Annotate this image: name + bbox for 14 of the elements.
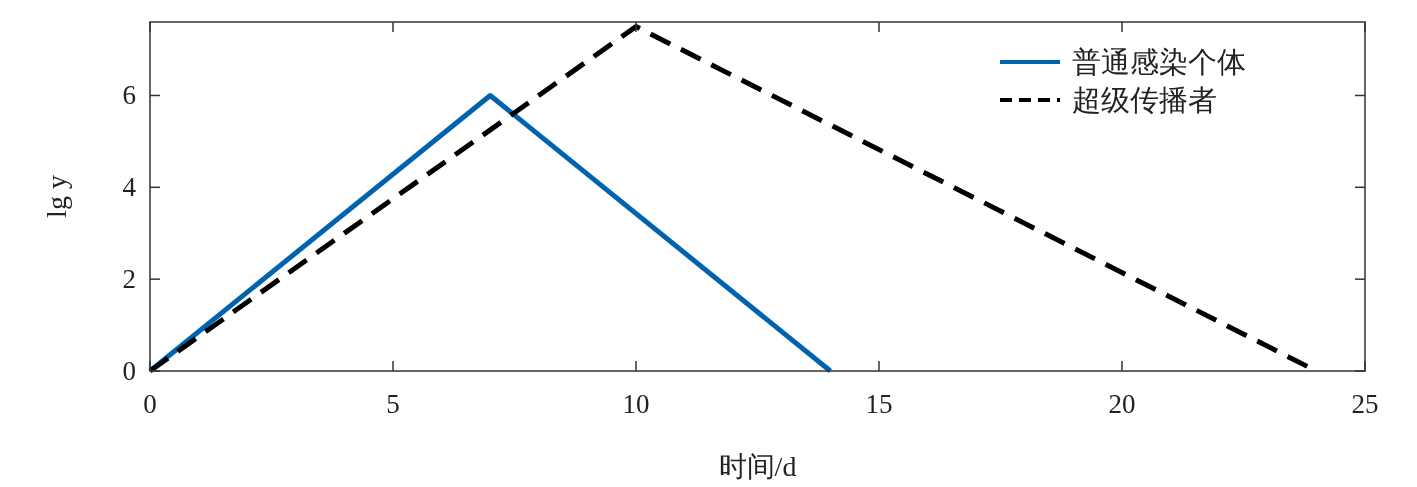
- x-tick-label: 0: [143, 389, 157, 419]
- y-axis-title: lg y: [41, 175, 72, 218]
- legend-label: 普通感染个体: [1072, 46, 1246, 78]
- x-axis-title: 时间/d: [718, 451, 797, 482]
- x-tick-label: 15: [865, 389, 893, 419]
- x-tick-label: 25: [1351, 389, 1379, 419]
- y-tick-label: 2: [122, 264, 136, 295]
- y-tick-label: 4: [122, 172, 137, 203]
- y-tick-label: 0: [122, 356, 136, 386]
- y-tick-label: 6: [122, 80, 136, 111]
- legend-label: 超级传播者: [1072, 84, 1217, 116]
- x-tick-label: 5: [386, 389, 400, 419]
- x-tick-label: 20: [1108, 389, 1136, 419]
- x-tick-label: 10: [622, 389, 650, 419]
